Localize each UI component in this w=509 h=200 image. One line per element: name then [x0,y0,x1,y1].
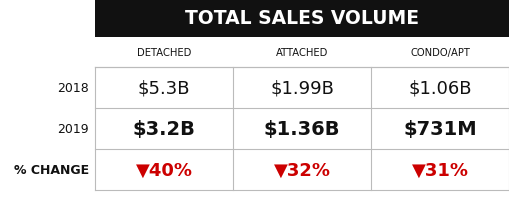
Text: % CHANGE: % CHANGE [14,163,89,176]
Text: CONDO/APT: CONDO/APT [409,48,469,58]
Text: $1.36B: $1.36B [263,119,340,138]
Bar [95,38,509,68]
Bar [95,0,509,38]
Bar [0,108,509,149]
Text: $5.3B: $5.3B [137,79,190,97]
Text: 2018: 2018 [57,82,89,95]
Text: $1.99B: $1.99B [270,79,333,97]
Text: ▼40%: ▼40% [135,161,192,179]
Text: ATTACHED: ATTACHED [275,48,328,58]
Text: ▼32%: ▼32% [273,161,330,179]
Text: TOTAL SALES VOLUME: TOTAL SALES VOLUME [185,9,419,28]
Text: $3.2B: $3.2B [132,119,195,138]
Text: $1.06B: $1.06B [407,79,471,97]
Text: $731M: $731M [403,119,476,138]
Text: ▼31%: ▼31% [411,161,468,179]
Bar [0,68,509,108]
Text: 2019: 2019 [57,122,89,135]
Bar [0,149,509,190]
Text: DETACHED: DETACHED [136,48,191,58]
